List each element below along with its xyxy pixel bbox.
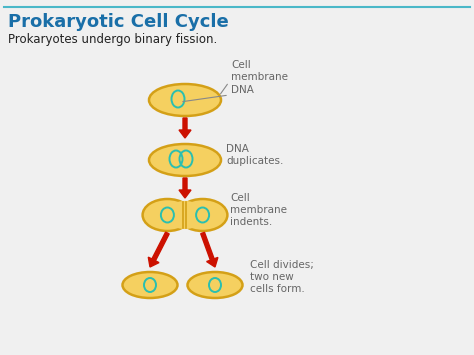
Ellipse shape [149, 144, 221, 176]
Ellipse shape [122, 272, 177, 298]
Ellipse shape [178, 199, 228, 231]
FancyArrow shape [148, 232, 169, 267]
FancyArrow shape [179, 178, 191, 198]
Ellipse shape [149, 84, 221, 116]
Ellipse shape [188, 272, 243, 298]
Text: Prokaryotes undergo binary fission.: Prokaryotes undergo binary fission. [8, 33, 217, 46]
Ellipse shape [165, 201, 204, 229]
Text: Cell
membrane: Cell membrane [231, 60, 288, 82]
Text: DNA
duplicates.: DNA duplicates. [226, 144, 283, 166]
FancyArrow shape [179, 118, 191, 138]
Ellipse shape [143, 199, 192, 231]
Text: Prokaryotic Cell Cycle: Prokaryotic Cell Cycle [8, 13, 229, 31]
Text: Cell
membrane
indents.: Cell membrane indents. [230, 193, 287, 226]
Text: Cell divides;
two new
cells form.: Cell divides; two new cells form. [250, 261, 314, 294]
FancyArrow shape [201, 232, 218, 267]
Text: DNA: DNA [231, 85, 254, 95]
